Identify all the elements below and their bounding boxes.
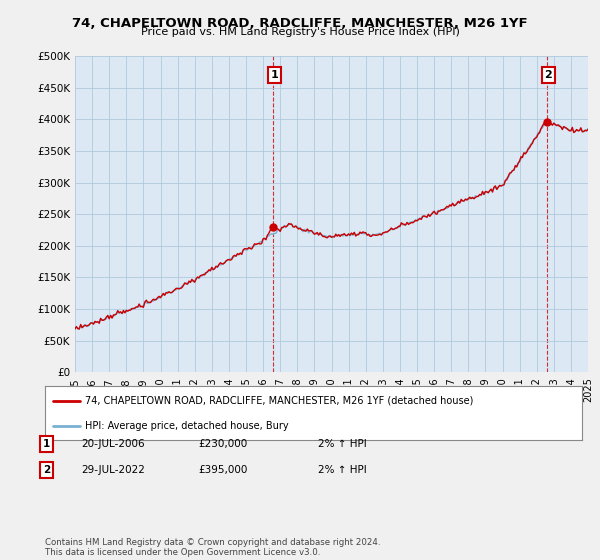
Text: 1: 1	[271, 70, 278, 80]
Text: 20-JUL-2006: 20-JUL-2006	[81, 439, 145, 449]
Text: £230,000: £230,000	[198, 439, 247, 449]
Text: 74, CHAPELTOWN ROAD, RADCLIFFE, MANCHESTER, M26 1YF: 74, CHAPELTOWN ROAD, RADCLIFFE, MANCHEST…	[72, 17, 528, 30]
Text: Contains HM Land Registry data © Crown copyright and database right 2024.
This d: Contains HM Land Registry data © Crown c…	[45, 538, 380, 557]
Text: 2% ↑ HPI: 2% ↑ HPI	[318, 439, 367, 449]
Text: £395,000: £395,000	[198, 465, 247, 475]
Text: HPI: Average price, detached house, Bury: HPI: Average price, detached house, Bury	[85, 421, 289, 431]
Text: 2: 2	[43, 465, 50, 475]
Text: 74, CHAPELTOWN ROAD, RADCLIFFE, MANCHESTER, M26 1YF (detached house): 74, CHAPELTOWN ROAD, RADCLIFFE, MANCHEST…	[85, 396, 473, 406]
Text: Price paid vs. HM Land Registry's House Price Index (HPI): Price paid vs. HM Land Registry's House …	[140, 27, 460, 37]
Text: 2: 2	[545, 70, 552, 80]
Text: 2% ↑ HPI: 2% ↑ HPI	[318, 465, 367, 475]
Text: 1: 1	[43, 439, 50, 449]
Text: 29-JUL-2022: 29-JUL-2022	[81, 465, 145, 475]
